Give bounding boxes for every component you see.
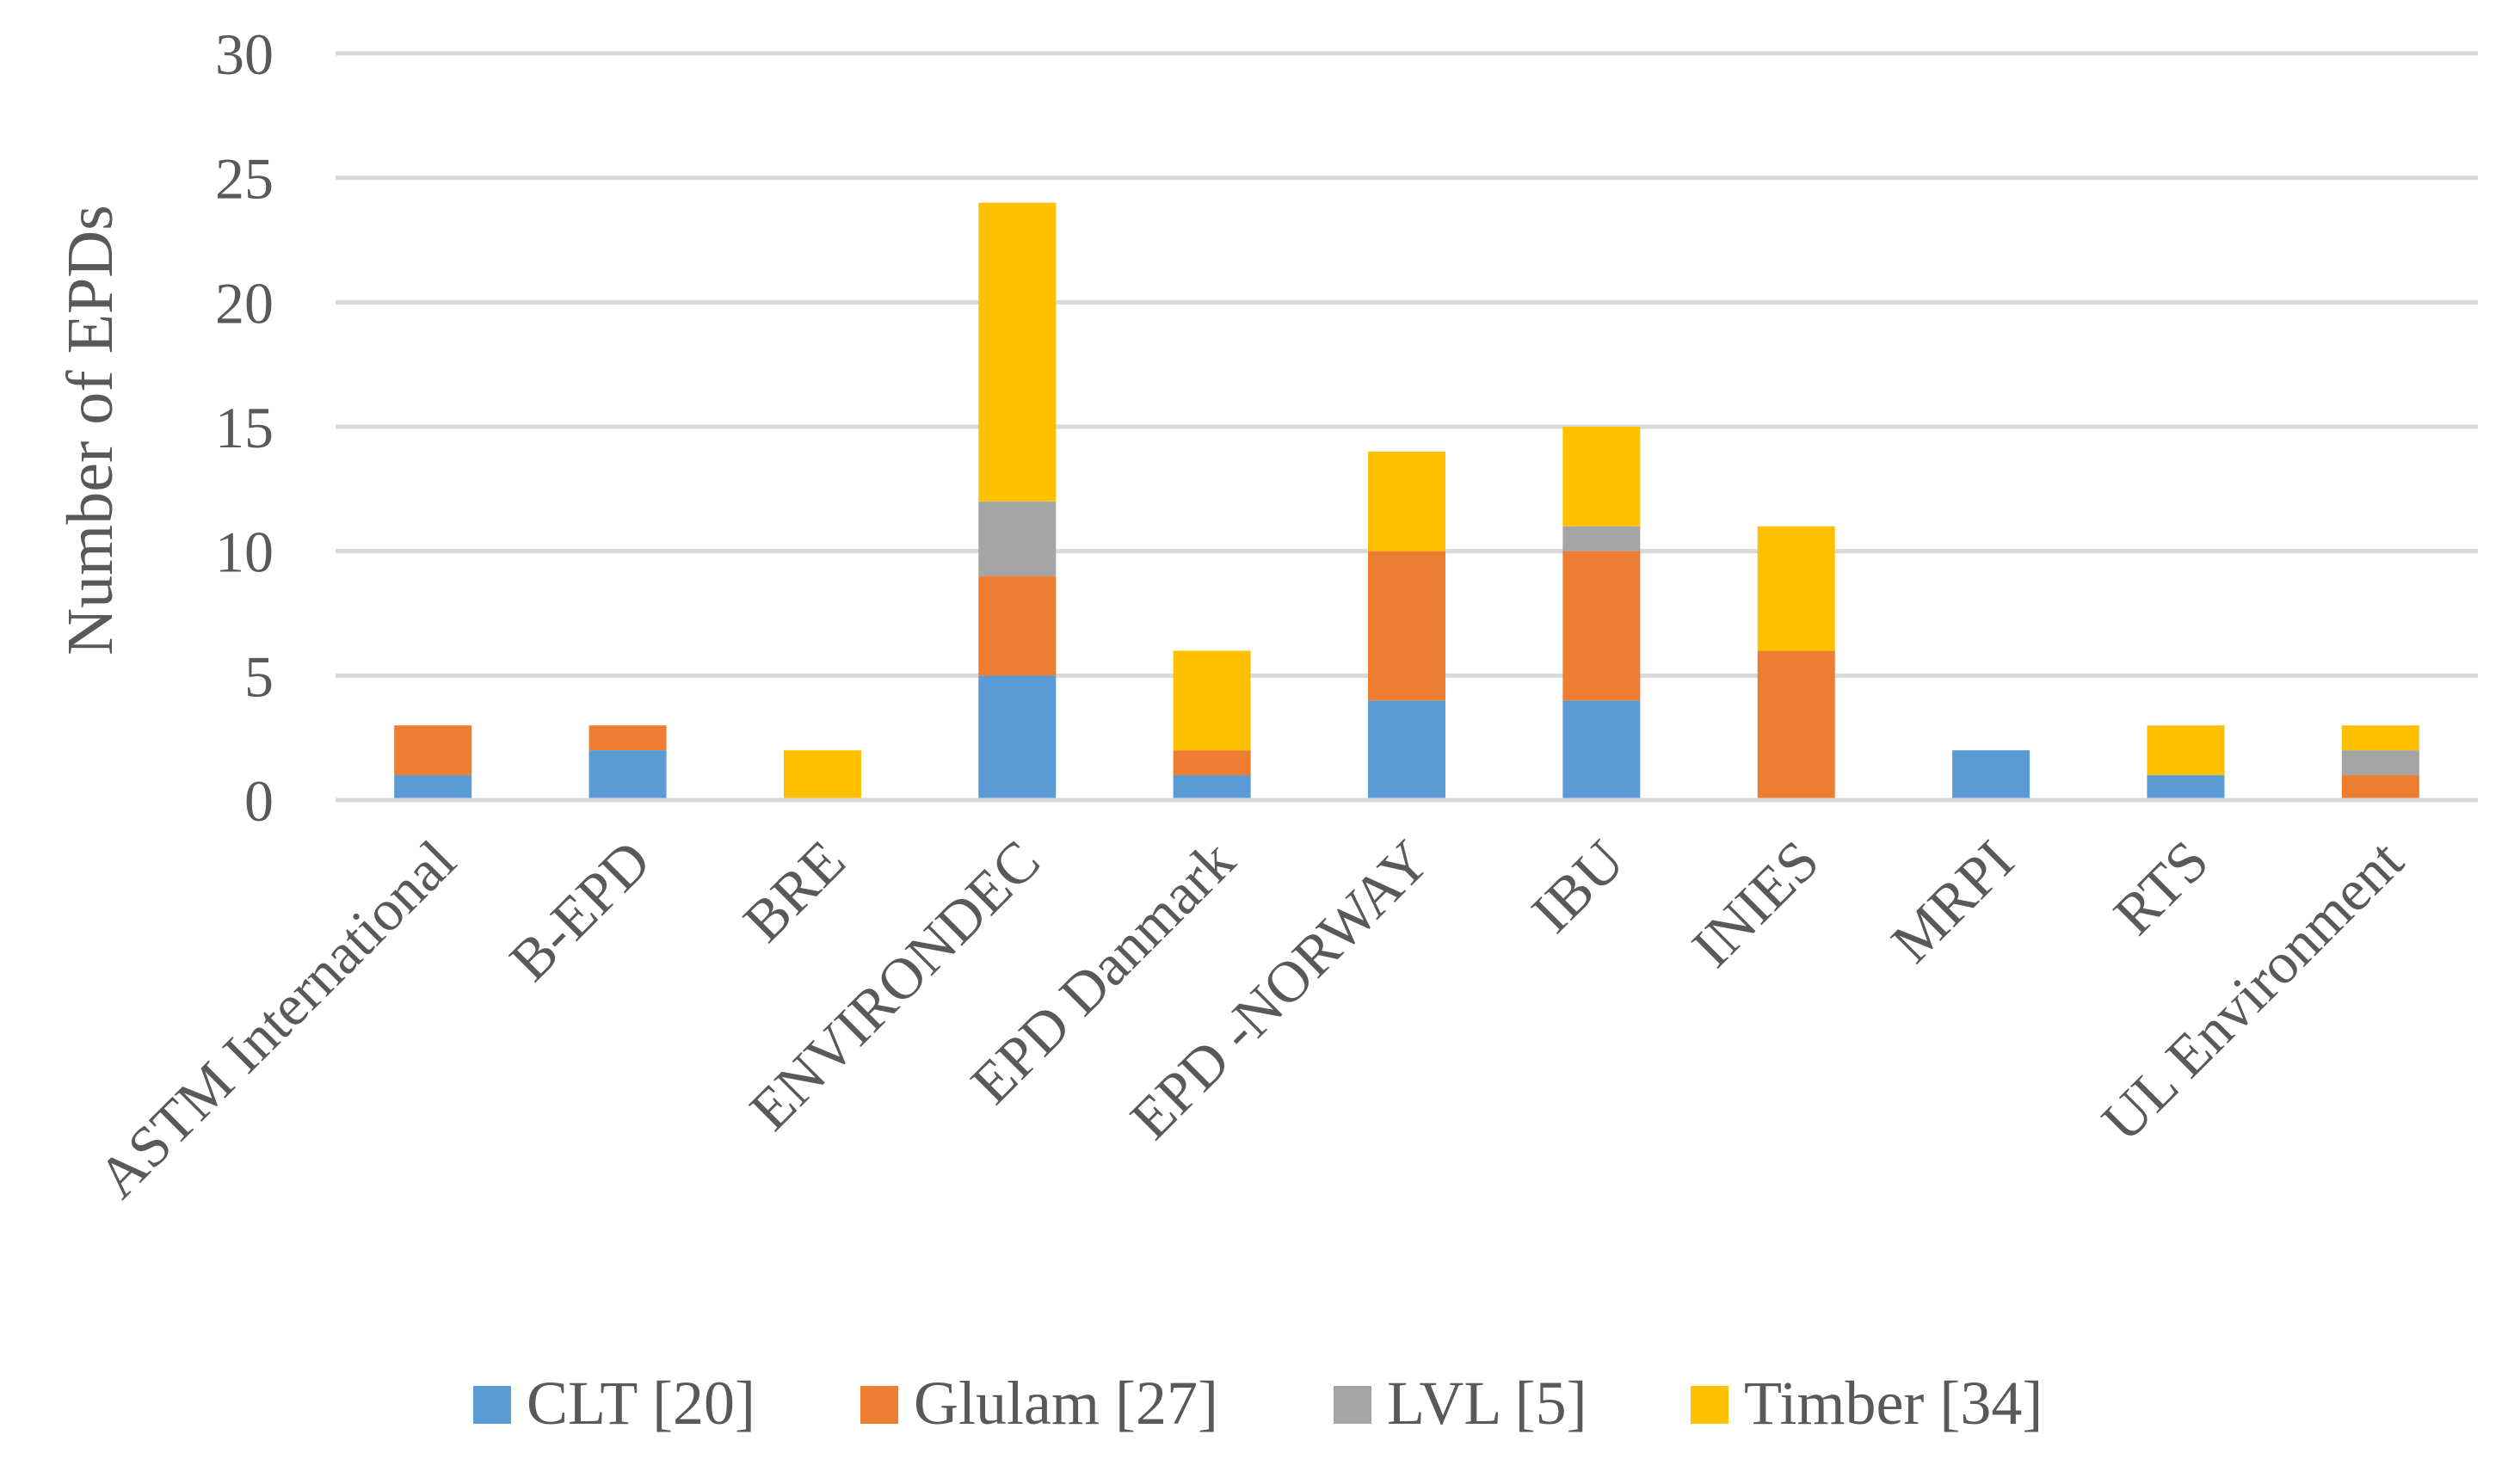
- y-tick-label: 10: [215, 520, 274, 585]
- bar-segment: [394, 775, 472, 800]
- bar-segment: [783, 750, 861, 800]
- bar-segment: [2147, 725, 2225, 776]
- legend-swatch: [860, 1386, 898, 1424]
- bar-segment: [1368, 551, 1445, 701]
- y-tick-label: 20: [215, 270, 274, 336]
- x-tick-label: IBU: [1519, 828, 1636, 945]
- bar-segment: [978, 675, 1057, 800]
- bar-segment: [978, 576, 1057, 676]
- legend-swatch: [1334, 1386, 1371, 1424]
- y-tick-label: 0: [244, 768, 274, 834]
- bar-segment: [2341, 725, 2419, 751]
- y-axis-title: Number of EPDs: [54, 205, 126, 656]
- bars: [394, 202, 2419, 800]
- bar-segment: [1368, 451, 1445, 551]
- x-tick-label: MRPI: [1878, 828, 2025, 975]
- bar-segment: [1173, 650, 1251, 751]
- bar-segment: [588, 725, 667, 751]
- x-axis-tick-labels: ASTM International B-EPD BREENVIRONDECEPD …: [85, 828, 2416, 1210]
- bar-segment: [394, 725, 472, 776]
- bar-segment: [1562, 526, 1641, 551]
- bar-segment: [978, 501, 1057, 576]
- legend-label: Glulam [27]: [914, 1369, 1218, 1438]
- legend-label: Timber [34]: [1744, 1369, 2043, 1438]
- x-tick-label: BRE: [730, 828, 857, 954]
- axes: 0 5 10 15 20 25 30: [215, 22, 2478, 834]
- bar-segment: [1757, 526, 1835, 651]
- y-tick-label: 30: [215, 22, 274, 87]
- x-tick-label: B-EPD: [496, 828, 662, 994]
- legend-swatch: [1691, 1386, 1728, 1424]
- bar-segment: [1368, 700, 1445, 800]
- bar-segment: [978, 202, 1057, 502]
- y-tick-label: 15: [215, 395, 274, 460]
- bar-segment: [1562, 427, 1641, 526]
- bar-segment: [1562, 700, 1641, 800]
- bar-segment: [1757, 650, 1835, 800]
- legend-label: LVL [5]: [1387, 1369, 1587, 1438]
- bar-segment: [1952, 750, 2030, 800]
- legend-label: CLT [20]: [527, 1369, 755, 1438]
- bar-segment: [1173, 750, 1251, 776]
- y-tick-label: 25: [215, 146, 274, 212]
- bar-segment: [1562, 551, 1641, 701]
- bar-segment: [588, 750, 667, 800]
- legend: CLT [20] Glulam [27] LVL [5] Timber [34]: [473, 1369, 2043, 1438]
- bar-segment: [2147, 775, 2225, 800]
- legend-swatch: [473, 1386, 511, 1424]
- x-tick-label: RTS: [2101, 828, 2221, 947]
- bar-segment: [2341, 775, 2419, 800]
- x-tick-label: ASTM International: [85, 828, 468, 1210]
- x-tick-label: INIES: [1679, 828, 1832, 980]
- y-tick-label: 5: [244, 643, 274, 709]
- bar-segment: [2341, 750, 2419, 776]
- gridlines: [336, 51, 2478, 678]
- bar-segment: [1173, 775, 1251, 800]
